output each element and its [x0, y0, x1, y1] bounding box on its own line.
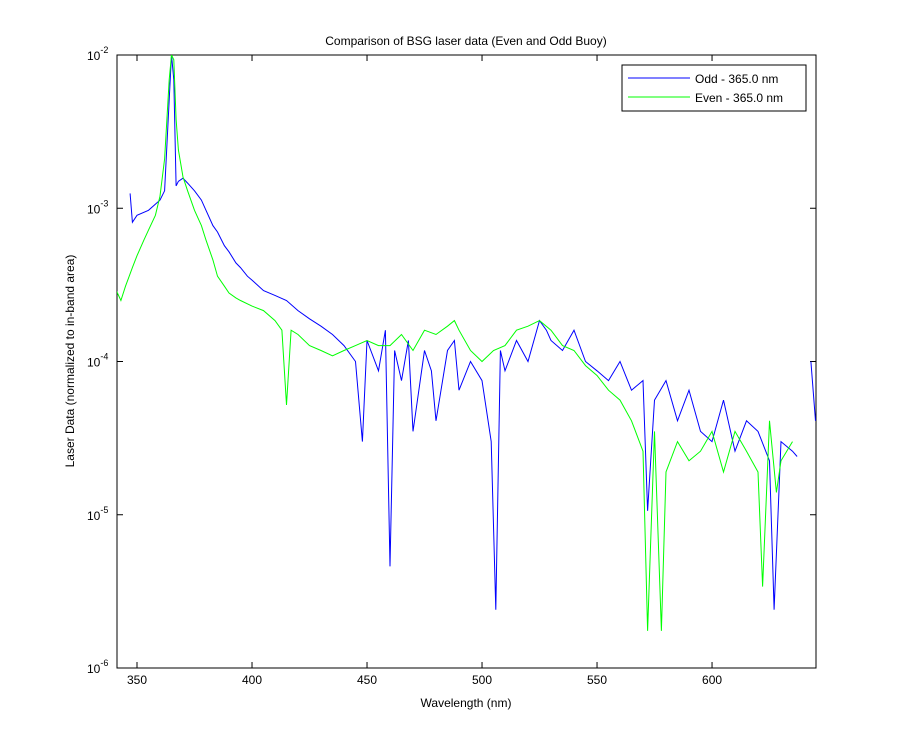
y-tick-label: 10-3 [87, 198, 108, 216]
legend-box [621, 64, 807, 112]
x-tick-label: 400 [242, 673, 262, 687]
legend-label: Odd - 365.0 nm [695, 72, 778, 86]
x-tick-label: 450 [357, 673, 377, 687]
legend-label: Even - 365.0 nm [695, 91, 783, 105]
y-tick-exponent: -6 [100, 658, 108, 668]
y-axis-label: Laser Data (normalized to in-band area) [63, 255, 77, 468]
y-tick-exponent: -3 [100, 198, 108, 208]
plot-area [116, 54, 817, 669]
y-tick-exponent: -2 [100, 45, 108, 55]
data-line [117, 55, 793, 631]
y-tick-base: 10 [87, 202, 101, 216]
x-tick-label: 500 [472, 673, 492, 687]
y-tick-base: 10 [87, 356, 101, 370]
y-tick-label: 10-5 [87, 505, 108, 523]
x-tick-label: 600 [702, 673, 722, 687]
x-axis-label: Wavelength (nm) [421, 696, 512, 710]
y-tick-base: 10 [87, 662, 101, 676]
y-tick-base: 10 [87, 509, 101, 523]
y-tick-label: 10-4 [87, 352, 108, 370]
x-tick-label: 350 [127, 673, 147, 687]
y-tick-base: 10 [87, 49, 101, 63]
y-tick-exponent: -5 [100, 505, 108, 515]
data-line [129, 55, 816, 610]
x-tick-label: 550 [587, 673, 607, 687]
y-tick-label: 10-2 [87, 45, 108, 63]
y-tick-label: 10-6 [87, 658, 108, 676]
chart-title: Comparison of BSG laser data (Even and O… [325, 34, 606, 48]
y-tick-exponent: -4 [100, 352, 108, 362]
